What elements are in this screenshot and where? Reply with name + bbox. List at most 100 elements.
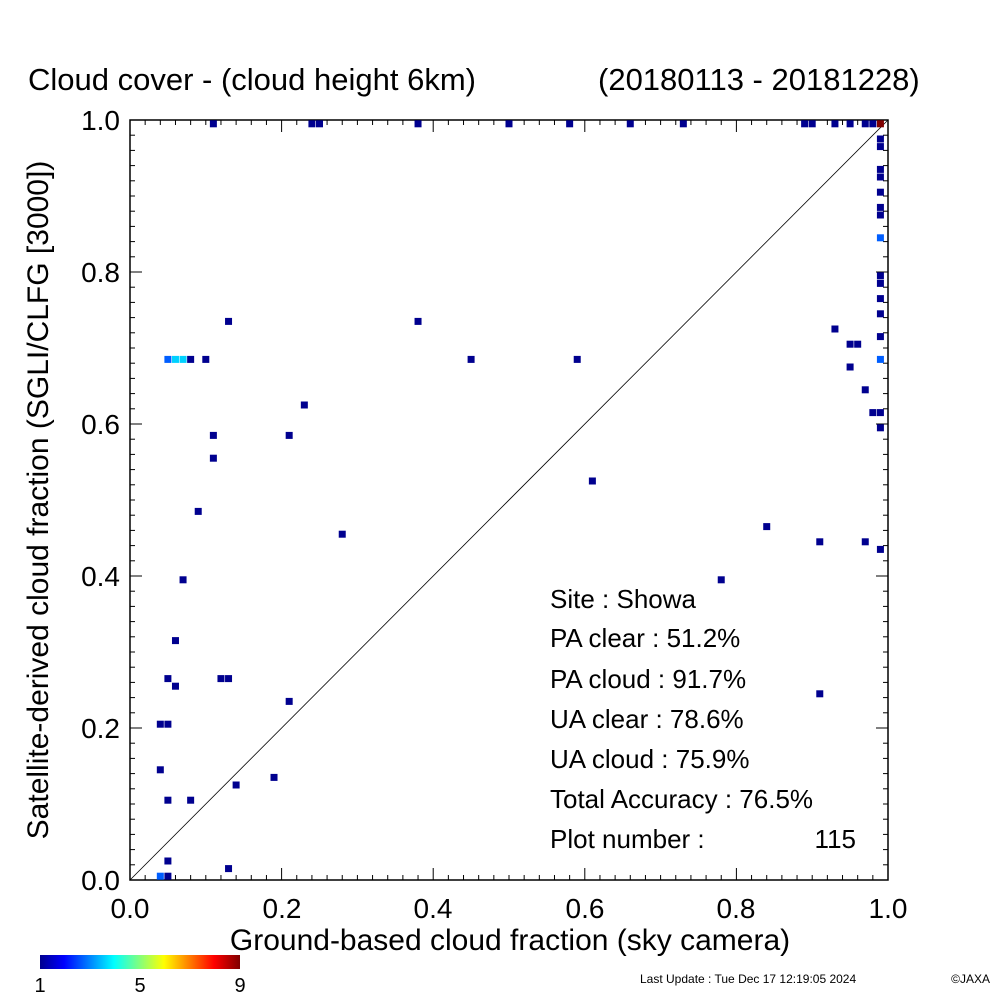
- data-cell: [573, 355, 581, 363]
- data-cell: [876, 409, 884, 417]
- data-cell: [285, 697, 293, 705]
- data-cell: [187, 355, 195, 363]
- data-cell: [861, 538, 869, 546]
- chart-title: Cloud cover - (cloud height 6km): [28, 62, 476, 97]
- data-cell: [876, 173, 884, 181]
- data-cell: [876, 295, 884, 303]
- data-cell: [876, 424, 884, 432]
- data-cell: [861, 386, 869, 394]
- data-cell: [876, 120, 884, 128]
- data-cell: [467, 355, 475, 363]
- data-cell: [225, 675, 233, 683]
- data-cell: [626, 120, 634, 128]
- y-tick-label: 1.0: [81, 105, 120, 136]
- data-cell: [679, 120, 687, 128]
- x-axis-label: Ground-based cloud fraction (sky camera): [230, 924, 790, 957]
- data-cell: [164, 872, 172, 880]
- chart-period: (20180113 - 20181228): [598, 62, 920, 97]
- data-cell: [164, 720, 172, 728]
- data-cell: [414, 317, 422, 325]
- data-cell: [164, 355, 172, 363]
- data-cell: [876, 203, 884, 211]
- data-cell: [232, 781, 240, 789]
- x-tick-label: 0.0: [111, 893, 150, 924]
- data-cell: [876, 143, 884, 151]
- x-tick-label: 1.0: [869, 893, 908, 924]
- data-cell: [876, 234, 884, 242]
- data-cell: [831, 120, 839, 128]
- data-cell: [869, 120, 877, 128]
- data-cell: [270, 773, 278, 781]
- data-cell: [187, 796, 195, 804]
- colorbar-tick-label: 5: [134, 975, 145, 997]
- x-tick-label: 0.4: [414, 893, 453, 924]
- x-tick-label: 0.8: [717, 893, 756, 924]
- y-tick-label: 0.0: [81, 865, 120, 896]
- data-cell: [876, 272, 884, 280]
- data-cell: [156, 766, 164, 774]
- data-cell: [763, 523, 771, 531]
- data-cell: [846, 340, 854, 348]
- data-cell: [285, 431, 293, 439]
- data-cell: [202, 355, 210, 363]
- last-update: Last Update : Tue Dec 17 12:19:05 2024: [640, 972, 856, 986]
- data-cell: [164, 675, 172, 683]
- y-tick-label: 0.8: [81, 257, 120, 288]
- data-cell: [876, 211, 884, 219]
- data-cell: [179, 355, 187, 363]
- data-cell: [816, 690, 824, 698]
- data-cell: [505, 120, 513, 128]
- stats-box: Site : Showa PA clear : 51.2% PA cloud :…: [550, 584, 856, 854]
- colorbar-tick-label: 1: [34, 975, 45, 997]
- y-axis-label: Satellite-derived cloud fraction (SGLI/C…: [22, 161, 55, 840]
- stat-pa-cloud: PA cloud : 91.7%: [550, 664, 746, 694]
- data-cell: [414, 120, 422, 128]
- y-tick-label: 0.6: [81, 409, 120, 440]
- stat-site: Site : Showa: [550, 584, 697, 614]
- data-cell: [164, 857, 172, 865]
- copyright: ©JAXA: [951, 972, 990, 986]
- data-cell: [171, 637, 179, 645]
- data-cell: [308, 120, 316, 128]
- stat-pa-clear: PA clear : 51.2%: [550, 623, 740, 653]
- data-cell: [808, 120, 816, 128]
- stat-total-accuracy: Total Accuracy : 76.5%: [550, 784, 813, 814]
- data-cell: [876, 333, 884, 341]
- data-cell: [876, 279, 884, 287]
- data-cell: [801, 120, 809, 128]
- data-cell: [338, 530, 346, 538]
- colorbar-tick-label: 9: [234, 975, 245, 997]
- data-cell: [171, 682, 179, 690]
- data-cell: [209, 120, 217, 128]
- data-cell: [876, 545, 884, 553]
- data-cell: [179, 576, 187, 584]
- x-tick-labels: 0.0 0.2 0.4 0.6 0.8 1.0: [111, 893, 908, 924]
- data-cell: [876, 355, 884, 363]
- data-cell: [209, 431, 217, 439]
- x-tick-label: 0.6: [566, 893, 605, 924]
- data-cell: [854, 340, 862, 348]
- y-tick-label: 0.2: [81, 713, 120, 744]
- data-cell: [876, 188, 884, 196]
- stat-ua-clear: UA clear : 78.6%: [550, 704, 744, 734]
- data-cell: [300, 401, 308, 409]
- data-cell: [876, 135, 884, 143]
- stat-plot-number-label: Plot number :: [550, 824, 705, 854]
- data-cell: [194, 507, 202, 515]
- colorbar: [40, 955, 240, 969]
- y-tick-labels: 0.0 0.2 0.4 0.6 0.8 1.0: [81, 105, 120, 896]
- data-cell: [588, 477, 596, 485]
- data-cell: [831, 325, 839, 333]
- data-cell: [225, 865, 233, 873]
- stat-plot-number-value: 115: [815, 824, 856, 854]
- x-tick-label: 0.2: [263, 893, 302, 924]
- data-cell: [225, 317, 233, 325]
- stat-ua-cloud: UA cloud : 75.9%: [550, 744, 749, 774]
- data-cell: [217, 675, 225, 683]
- data-cell: [876, 165, 884, 173]
- data-cell: [869, 409, 877, 417]
- data-cell: [876, 310, 884, 318]
- data-cell: [156, 872, 164, 880]
- data-cells: [156, 120, 884, 880]
